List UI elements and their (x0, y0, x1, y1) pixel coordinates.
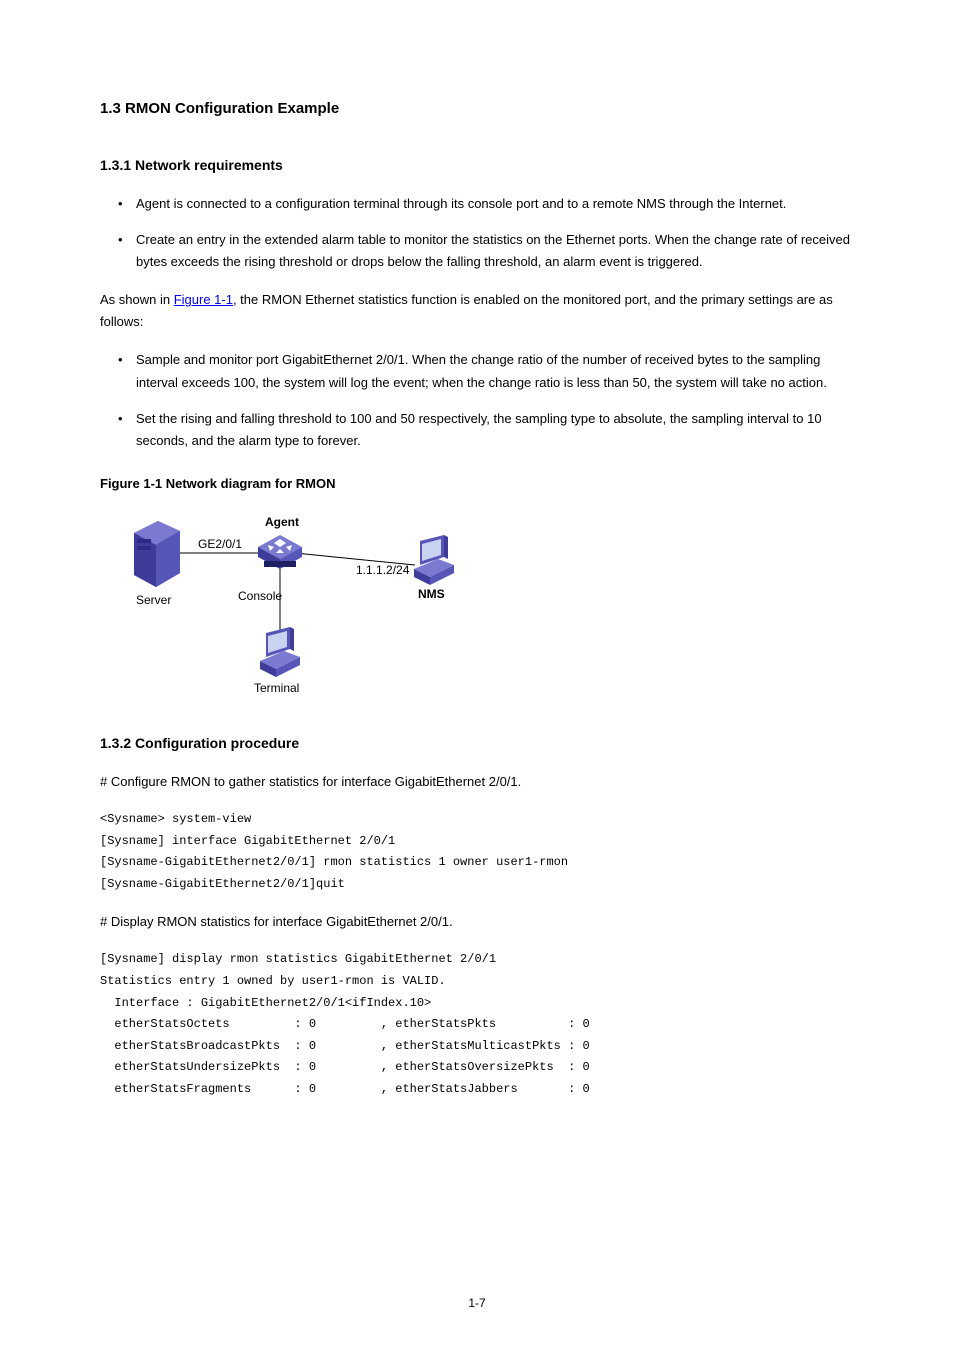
network-diagram: Server GE2/0/1 Agent Console 1.1.1.2/24 (120, 505, 460, 705)
procedure-step2-desc: # Display RMON statistics for interface … (100, 911, 854, 933)
edge-label-agent-terminal: Console (238, 589, 282, 603)
figure-caption: Figure 1-1 Network diagram for RMON (100, 476, 854, 491)
figure-link[interactable]: Figure 1-1 (174, 292, 233, 307)
terminal-label: Terminal (254, 681, 299, 695)
server-label: Server (136, 593, 171, 607)
page-number: 1-7 (468, 1296, 485, 1310)
edge-label-server-agent: GE2/0/1 (198, 537, 242, 551)
procedure-step1-code: <Sysname> system-view [Sysname] interfac… (100, 809, 854, 895)
procedure-step1-desc: # Configure RMON to gather statistics fo… (100, 771, 854, 793)
agent-icon (258, 535, 302, 569)
settings-bullet: Sample and monitor port GigabitEthernet … (136, 349, 854, 393)
requirements-bullet: Agent is connected to a configuration te… (136, 193, 854, 215)
agent-label: Agent (265, 515, 299, 529)
nms-icon (410, 535, 460, 587)
requirements-bullet: Create an entry in the extended alarm ta… (136, 229, 854, 273)
settings-bullet: Set the rising and falling threshold to … (136, 408, 854, 452)
section-title: 1.3 RMON Configuration Example (100, 100, 854, 117)
settings-intro: As shown in Figure 1-1, the RMON Etherne… (100, 289, 854, 333)
requirements-heading: 1.3.1 Network requirements (100, 157, 854, 173)
terminal-icon (256, 627, 306, 679)
procedure-heading: 1.3.2 Configuration procedure (100, 735, 854, 751)
procedure-step2-code: [Sysname] display rmon statistics Gigabi… (100, 949, 854, 1100)
edge-label-agent-nms: 1.1.1.2/24 (356, 563, 409, 577)
intro-prefix: As shown in (100, 292, 174, 307)
server-icon (134, 521, 180, 587)
nms-label: NMS (418, 587, 445, 601)
